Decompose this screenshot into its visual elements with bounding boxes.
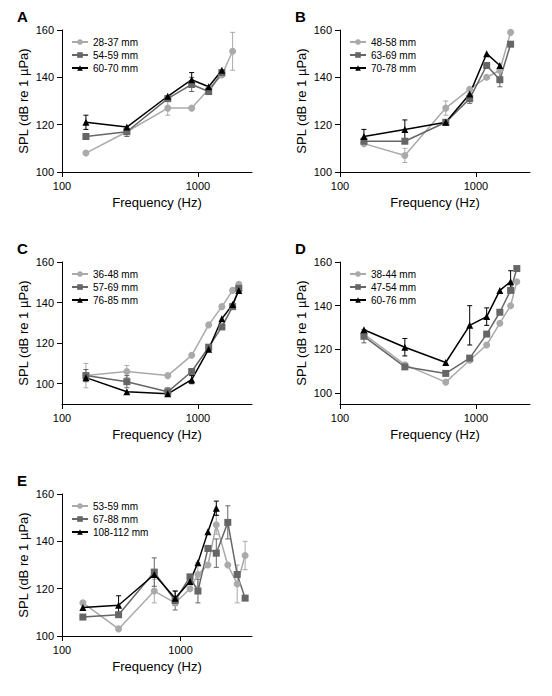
svg-text:63-69 mm: 63-69 mm (371, 50, 416, 61)
svg-text:140: 140 (314, 300, 332, 312)
svg-text:100: 100 (314, 387, 332, 399)
svg-text:1000: 1000 (464, 412, 488, 424)
svg-text:Frequency (Hz): Frequency (Hz) (112, 195, 202, 210)
svg-text:100: 100 (53, 644, 71, 656)
svg-text:100: 100 (314, 166, 332, 178)
svg-text:53-59 mm: 53-59 mm (93, 501, 138, 512)
svg-text:A: A (17, 8, 28, 25)
svg-text:160: 160 (36, 256, 54, 268)
svg-text:160: 160 (36, 24, 54, 36)
svg-text:120: 120 (36, 119, 54, 131)
svg-text:57-69 mm: 57-69 mm (93, 282, 138, 293)
svg-text:100: 100 (36, 166, 54, 178)
svg-text:120: 120 (314, 343, 332, 355)
svg-text:100: 100 (53, 180, 71, 192)
svg-text:76-85 mm: 76-85 mm (93, 295, 138, 306)
svg-text:70-78 mm: 70-78 mm (371, 63, 416, 74)
svg-text:100: 100 (331, 412, 349, 424)
svg-text:28-37 mm: 28-37 mm (93, 37, 138, 48)
svg-text:140: 140 (36, 71, 54, 83)
svg-text:1000: 1000 (186, 412, 210, 424)
svg-text:160: 160 (314, 256, 332, 268)
svg-text:D: D (295, 240, 306, 257)
svg-text:1000: 1000 (186, 180, 210, 192)
svg-text:36-48 mm: 36-48 mm (93, 269, 138, 280)
svg-text:E: E (17, 472, 27, 489)
svg-text:108-112 mm: 108-112 mm (93, 527, 148, 538)
svg-text:60-76 mm: 60-76 mm (371, 295, 416, 306)
svg-text:160: 160 (36, 488, 54, 500)
svg-text:60-70 mm: 60-70 mm (93, 63, 138, 74)
svg-text:140: 140 (36, 535, 54, 547)
svg-text:1000: 1000 (168, 644, 192, 656)
svg-text:SPL (dB re 1 µPa): SPL (dB re 1 µPa) (294, 48, 309, 153)
svg-text:100: 100 (331, 180, 349, 192)
svg-text:120: 120 (36, 583, 54, 595)
svg-text:SPL (dB re 1 µPa): SPL (dB re 1 µPa) (16, 512, 31, 617)
svg-text:160: 160 (314, 24, 332, 36)
svg-text:54-59 mm: 54-59 mm (93, 50, 138, 61)
svg-text:Frequency (Hz): Frequency (Hz) (390, 195, 480, 210)
svg-text:SPL (dB re 1 µPa): SPL (dB re 1 µPa) (16, 48, 31, 153)
svg-text:47-54 mm: 47-54 mm (371, 282, 416, 293)
svg-text:67-88 mm: 67-88 mm (93, 514, 138, 525)
svg-text:120: 120 (314, 119, 332, 131)
svg-text:1000: 1000 (464, 180, 488, 192)
svg-text:48-58 mm: 48-58 mm (371, 37, 416, 48)
svg-text:140: 140 (314, 71, 332, 83)
svg-text:B: B (295, 8, 306, 25)
svg-text:140: 140 (36, 297, 54, 309)
svg-text:Frequency (Hz): Frequency (Hz) (112, 659, 202, 674)
svg-text:100: 100 (36, 378, 54, 390)
svg-text:38-44 mm: 38-44 mm (371, 269, 416, 280)
svg-text:SPL (dB re 1 µPa): SPL (dB re 1 µPa) (294, 280, 309, 385)
svg-text:100: 100 (36, 630, 54, 642)
svg-text:Frequency (Hz): Frequency (Hz) (112, 427, 202, 442)
svg-text:Frequency (Hz): Frequency (Hz) (390, 427, 480, 442)
svg-text:SPL (dB re 1 µPa): SPL (dB re 1 µPa) (16, 280, 31, 385)
svg-text:C: C (17, 240, 28, 257)
svg-text:120: 120 (36, 337, 54, 349)
svg-text:100: 100 (53, 412, 71, 424)
